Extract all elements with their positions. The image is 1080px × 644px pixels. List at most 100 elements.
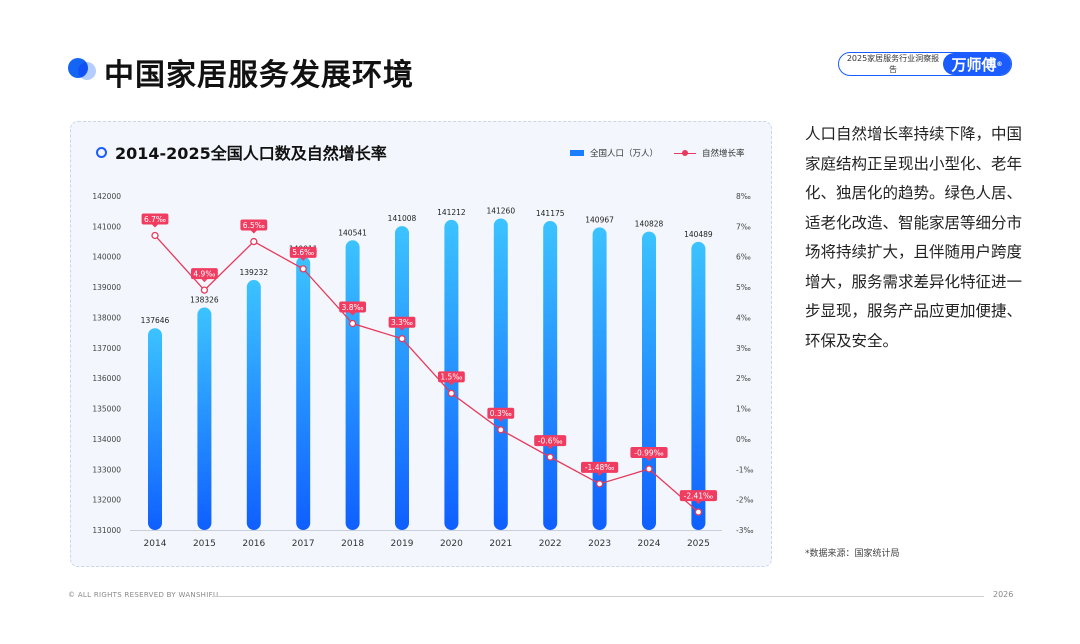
y-left-tick-label: 133000 — [92, 465, 121, 474]
growth-rate-point — [151, 231, 159, 240]
population-bar — [543, 221, 558, 531]
brand-name: 万师傅 — [951, 55, 997, 74]
population-value-label: 140828 — [635, 220, 664, 229]
x-tick-label: 2015 — [193, 539, 216, 549]
page-title: 中国家居服务发展环境 — [104, 58, 414, 93]
x-tick-label: 2024 — [638, 539, 661, 549]
growth-rate-label-pointer — [646, 457, 652, 461]
population-value-label: 140541 — [338, 228, 367, 237]
growth-rate-label: -0.6‰ — [538, 436, 563, 445]
growth-rate-label-bg — [191, 268, 218, 280]
population-bar — [148, 328, 162, 530]
y-left-tick-label: 131000 — [92, 526, 121, 535]
brand-logo: 万师傅 ® — [943, 53, 1011, 75]
growth-rate-point — [595, 480, 604, 488]
y-left-tick-label: 142000 — [92, 192, 121, 201]
growth-rate-label: 0.3‰ — [490, 409, 512, 418]
report-label: 2025家居服务行业洞察报告 — [846, 54, 940, 74]
growth-rate-label-pointer — [250, 230, 257, 234]
x-tick-label: 2019 — [391, 539, 414, 549]
growth-rate-label-bg — [679, 490, 717, 502]
population-bar — [592, 227, 607, 530]
legend-bar-swatch — [570, 150, 584, 156]
description-text: 人口自然增长率持续下降，中国家庭结构正呈现出小型化、老年化、独居化的趋势。绿色人… — [805, 125, 1023, 350]
y-right-tick-label: 0‰ — [736, 435, 751, 444]
growth-rate-point — [447, 389, 456, 398]
growth-rate-label: 3.8‰ — [342, 303, 364, 312]
growth-rate-label-pointer — [596, 472, 603, 476]
y-right-tick-label: -1‰ — [736, 465, 754, 474]
growth-rate-label: 4.9‰ — [193, 269, 215, 278]
growth-rate-label-bg — [630, 446, 668, 458]
growth-rate-label-pointer — [695, 501, 702, 505]
y-right-tick-label: -2‰ — [736, 496, 754, 505]
growth-rate-label-pointer — [201, 279, 208, 283]
population-value-label: 140489 — [684, 230, 713, 239]
growth-rate-label: 1.5‰ — [440, 373, 462, 382]
y-right-tick-label: 8‰ — [736, 192, 751, 201]
y-left-tick-label: 135000 — [92, 405, 121, 414]
y-right-tick-label: 4‰ — [736, 313, 751, 322]
growth-rate-point — [348, 319, 357, 328]
brand-mark: ® — [996, 60, 1003, 68]
population-value-label: 139232 — [239, 268, 268, 277]
chart-header: 2014-2025全国人口数及自然增长率 — [96, 140, 387, 164]
growth-rate-label-bg — [240, 219, 268, 231]
chart-title: 2014-2025全国人口数及自然增长率 — [115, 144, 387, 163]
y-right-tick-label: 6‰ — [736, 253, 751, 262]
growth-rate-point — [299, 265, 307, 273]
x-tick-label: 2023 — [588, 539, 611, 549]
legend-population-label: 全国人口（万人） — [590, 149, 659, 159]
x-tick-label: 2018 — [341, 539, 364, 549]
y-left-tick-label: 139000 — [92, 283, 121, 292]
x-tick-label: 2016 — [242, 539, 265, 549]
population-value-label: 137646 — [141, 316, 170, 325]
population-value-label: 141212 — [437, 208, 466, 217]
population-value-label: 140967 — [585, 215, 614, 224]
circle-bullet-icon — [96, 146, 107, 158]
growth-rate-label: -0.99‰ — [634, 448, 663, 457]
growth-rate-label-pointer — [497, 418, 504, 422]
x-tick-label: 2017 — [292, 539, 315, 549]
report-badge: 2025家居服务行业洞察报告 万师傅 ® — [838, 52, 1012, 76]
growth-rate-label-pointer — [448, 382, 455, 386]
growth-rate-point — [546, 453, 554, 461]
x-tick-label: 2022 — [539, 539, 562, 549]
growth-rate-point — [694, 508, 703, 516]
legend-rate-label: 自然增长率 — [702, 149, 745, 159]
growth-rate-label-bg — [581, 461, 619, 473]
y-right-tick-label: 2‰ — [736, 374, 751, 383]
population-bar — [345, 240, 360, 531]
y-right-tick-label: 1‰ — [736, 405, 751, 414]
population-bar — [642, 231, 656, 530]
growth-rate-point — [200, 286, 209, 294]
y-left-tick-label: 138000 — [92, 313, 121, 322]
y-left-tick-label: 137000 — [92, 344, 121, 353]
x-tick-label: 2021 — [489, 539, 512, 549]
growth-rate-label: 5.6‰ — [292, 248, 314, 257]
y-right-tick-label: 3‰ — [736, 344, 751, 353]
growth-rate-label-pointer — [152, 224, 158, 228]
population-bar — [395, 226, 409, 530]
growth-rate-label-bg — [339, 301, 366, 313]
growth-rate-label-pointer — [349, 312, 356, 316]
growth-rate-label: 6.5‰ — [243, 221, 265, 230]
population-value-label: 141008 — [388, 214, 417, 223]
legend-line-swatch — [674, 149, 697, 157]
y-right-tick-label: 7‰ — [736, 222, 751, 231]
title-bullet-icon — [68, 58, 96, 80]
footer-divider — [212, 596, 984, 597]
growth-rate-label-bg — [141, 213, 169, 225]
population-bar — [246, 280, 261, 530]
growth-rate-label-bg — [289, 246, 317, 258]
growth-rate-point — [398, 335, 406, 343]
y-left-tick-label: 141000 — [92, 222, 121, 231]
population-value-label: 138326 — [190, 296, 219, 305]
footer-year: 2026 — [993, 590, 1014, 599]
y-right-tick-label: 5‰ — [736, 283, 751, 292]
population-bar — [296, 256, 311, 530]
population-bar — [197, 307, 212, 530]
population-bar — [691, 241, 706, 530]
growth-rate-label: 3.3‰ — [391, 318, 413, 327]
